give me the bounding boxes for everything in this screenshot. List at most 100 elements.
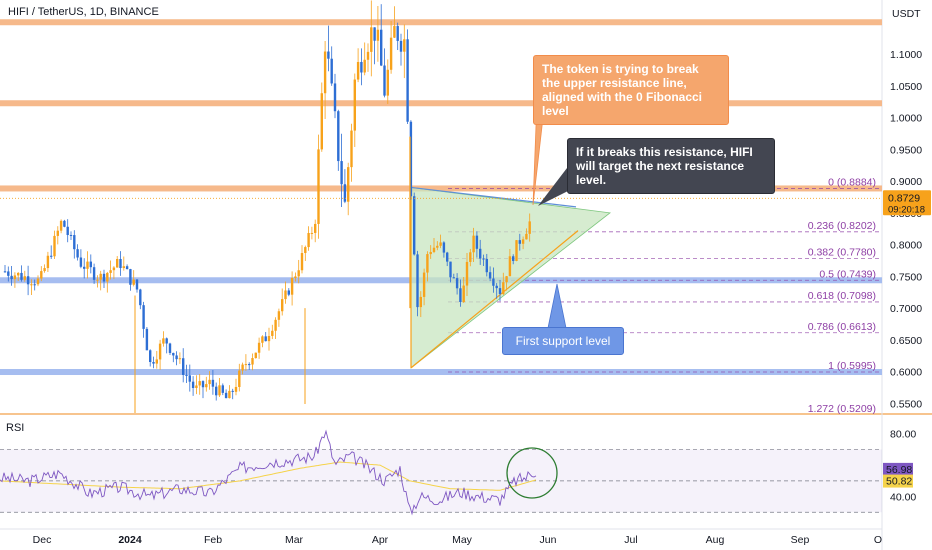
- candle-up: [462, 285, 465, 302]
- resistance-callout[interactable]: The token is trying to break the upper r…: [533, 55, 729, 125]
- candle-down: [73, 235, 76, 250]
- candle-up: [525, 233, 528, 240]
- candle-up: [257, 342, 261, 353]
- time-tick-label: Apr: [372, 534, 389, 546]
- candle-down: [383, 65, 386, 96]
- target-callout[interactable]: If it breaks this resistance, HIFI will …: [567, 138, 775, 194]
- candle-up: [297, 270, 300, 277]
- price-tick-label: 0.7500: [890, 271, 922, 283]
- candle-up: [261, 336, 264, 343]
- candle-down: [221, 385, 224, 393]
- candle-up: [366, 51, 370, 60]
- candle-up: [267, 335, 271, 342]
- candle-up: [109, 270, 112, 273]
- candle-down: [488, 272, 492, 279]
- support-callout[interactable]: First support level: [502, 327, 624, 355]
- candle-down: [145, 328, 149, 351]
- rsi-ma-value: 50.82: [886, 476, 912, 488]
- fib-level-label: 0.382 (0.7780): [808, 247, 876, 259]
- candle-up: [132, 279, 135, 285]
- fib-level-label: 0 (0.8884): [828, 176, 876, 188]
- candle-down: [475, 235, 479, 249]
- candle-up: [238, 370, 241, 387]
- candle-up: [419, 296, 422, 308]
- time-tick-label: Sep: [791, 534, 810, 546]
- candle-up: [284, 290, 287, 300]
- candle-down: [139, 289, 142, 306]
- candle-down: [185, 374, 188, 376]
- candle-down: [343, 184, 347, 202]
- candle-up: [363, 59, 366, 73]
- candle-down: [135, 279, 139, 290]
- candle-down: [413, 196, 416, 255]
- fib-level-label: 1.272 (0.5209): [808, 403, 876, 415]
- candle-down: [26, 276, 30, 285]
- candle-down: [119, 259, 122, 269]
- candle-up: [162, 338, 165, 344]
- fib-level-label: 0.618 (0.7098): [808, 290, 876, 302]
- candle-up: [23, 276, 26, 280]
- lower-trendline: [410, 230, 579, 369]
- candle-down: [191, 381, 195, 389]
- candle-up: [198, 381, 201, 386]
- upper-trendline: [410, 186, 577, 208]
- candle-up: [386, 69, 389, 96]
- candle-up: [155, 359, 158, 364]
- candle-up: [521, 239, 525, 244]
- candle-up: [251, 358, 254, 365]
- candle-up: [439, 242, 442, 246]
- candle-down: [416, 254, 419, 308]
- candle-up: [244, 364, 248, 366]
- candle-up: [350, 130, 353, 168]
- candle-down: [452, 277, 455, 279]
- candle-up: [241, 364, 244, 371]
- candle-down: [33, 284, 36, 286]
- candle-down: [459, 288, 462, 302]
- price-tick-label: 1.0500: [890, 81, 922, 93]
- rsi-ma-line: [0, 461, 537, 491]
- candle-down: [442, 242, 446, 253]
- candle-down: [449, 261, 452, 278]
- fib-level-label: 0.5 (0.7439): [819, 268, 876, 280]
- candle-up: [43, 268, 46, 272]
- candle-down: [337, 111, 340, 162]
- candle-up: [116, 259, 119, 268]
- candle-down: [406, 39, 409, 122]
- symbol-title: HIFI / TetherUS, 1D, BINANCE: [8, 6, 159, 18]
- rsi-tick-label: 80.00: [890, 429, 916, 441]
- candle-down: [495, 285, 498, 289]
- resistance-line: [0, 185, 882, 192]
- candle-up: [99, 273, 102, 280]
- candle-up: [122, 266, 125, 269]
- candle-down: [129, 269, 132, 285]
- candle-up: [13, 275, 17, 280]
- support-callout-text: First support level: [515, 334, 611, 348]
- candle-down: [446, 252, 449, 262]
- candle-down: [211, 379, 215, 387]
- candle-down: [492, 278, 495, 286]
- fib-level-label: 1 (0.5995): [828, 360, 876, 372]
- candle-down: [125, 266, 129, 270]
- candle-down: [168, 343, 172, 353]
- price-tick-label: 0.7000: [890, 303, 922, 315]
- time-tick-label: Mar: [285, 534, 304, 546]
- time-tick-label: Aug: [706, 534, 725, 546]
- candle-down: [175, 355, 178, 360]
- resistance-callout-text: The token is trying to break the upper r…: [542, 62, 703, 118]
- time-tick-label: Dec: [33, 534, 52, 546]
- candle-up: [228, 390, 231, 399]
- candle-up: [393, 26, 396, 38]
- candle-up: [307, 233, 310, 248]
- current-price-value: 0.8729: [888, 192, 920, 204]
- candle-up: [290, 277, 294, 295]
- candle-down: [287, 290, 290, 295]
- resistance-line: [0, 100, 882, 107]
- candle-up: [53, 235, 56, 257]
- candle-up: [505, 276, 508, 283]
- candle-up: [205, 384, 208, 388]
- current-price-badge: [883, 190, 931, 216]
- candle-up: [356, 61, 360, 80]
- candle-down: [188, 375, 191, 382]
- target-callout-text: If it breaks this resistance, HIFI will …: [576, 145, 753, 187]
